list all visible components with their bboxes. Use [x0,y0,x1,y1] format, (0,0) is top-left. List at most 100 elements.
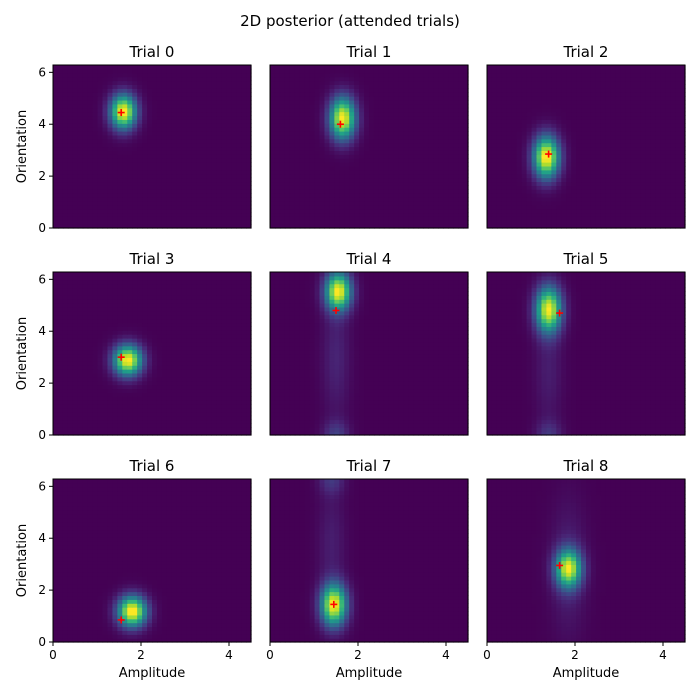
heatmap-cell [501,212,508,217]
heatmap-cell [147,111,153,117]
heatmap-cell [433,111,439,117]
heatmap-cell [373,150,380,155]
heatmap-cell [221,224,227,229]
heatmap-cell [443,220,449,225]
heatmap-cell [660,134,666,140]
heatmap-cell [413,208,420,214]
heatmap-cell [640,208,646,214]
heatmap-cell [536,154,543,159]
heatmap-cell [137,154,143,159]
heatmap-cell [388,208,395,214]
heatmap-cell [176,119,183,124]
heatmap-cell [448,158,454,163]
heatmap-cell [87,65,94,70]
heatmap-cell [521,72,528,78]
heatmap-cell [369,119,375,124]
heatmap-cell [487,204,493,210]
heatmap-cell [413,84,420,89]
heatmap-cell [284,185,291,190]
heatmap-cell [166,68,173,74]
heatmap-cell [274,173,281,179]
heatmap-cell [586,193,592,198]
heatmap-cell [211,103,217,109]
heatmap-cell [216,220,222,225]
heatmap-cell [329,224,335,229]
heatmap-cell [600,220,607,225]
heatmap-cell [369,150,375,155]
heatmap-cell [72,123,79,128]
heatmap-cell [221,134,227,140]
heatmap-cell [443,134,449,140]
heatmap-cell [309,99,316,105]
heatmap-cell [458,130,464,136]
heatmap-cell [561,119,567,124]
heatmap-cell [289,173,296,179]
heatmap-cell [541,96,547,101]
heatmap-cell [152,130,158,136]
heatmap-cell [521,185,528,190]
heatmap-cell [299,142,306,148]
heatmap-cell [72,189,79,194]
heatmap-cell [339,193,345,198]
heatmap-cell [600,150,607,155]
heatmap-cell [319,107,326,113]
heatmap-cell [161,65,168,70]
heatmap-cell [635,92,642,97]
heatmap-cell [571,138,577,144]
heatmap-cell [561,189,567,194]
heatmap-cell [142,216,148,221]
heatmap-cell [541,88,547,93]
heatmap-cell [211,127,217,132]
heatmap-cell [226,103,232,109]
heatmap-cell [176,138,183,144]
heatmap-cell [289,138,296,144]
heatmap-cell [418,193,425,198]
heatmap-cell [309,185,316,190]
heatmap-cell [625,196,632,202]
heatmap-cell [236,84,242,89]
heatmap-cell [314,181,321,186]
heatmap-cell [546,76,552,82]
heatmap-cell [364,169,370,175]
heatmap-cell [393,142,400,148]
heatmap-cell [586,88,592,93]
heatmap-cell [680,84,686,89]
heatmap-cell [319,68,326,74]
heatmap-cell [655,189,661,194]
heatmap-cell [403,99,410,105]
heatmap-cell [57,88,64,93]
heatmap-cell [586,162,592,167]
heatmap-cell [615,92,622,97]
heatmap-cell [571,181,577,186]
heatmap-cell [176,162,183,167]
heatmap-cell [496,146,503,151]
heatmap-cell [586,204,592,210]
heatmap-cell [137,208,143,214]
heatmap-cell [595,88,602,93]
heatmap-cell [398,150,405,155]
heatmap-cell [496,181,503,186]
heatmap-cell [53,169,59,175]
heatmap-cell [142,162,148,167]
heatmap-cell [67,173,74,179]
heatmap-cell [423,76,429,82]
heatmap-cell [620,111,627,117]
heatmap-cell [147,224,153,229]
heatmap-cell [122,107,128,113]
heatmap-cell [53,185,59,190]
heatmap-cell [127,216,133,221]
heatmap-cell [279,204,286,210]
heatmap-cell [142,138,148,144]
heatmap-cell [388,72,395,78]
heatmap-cell [289,150,296,155]
heatmap-cell [393,103,400,109]
heatmap-cell [314,134,321,140]
heatmap-cell [107,150,113,155]
heatmap-cell [546,224,552,229]
heatmap-cell [147,173,153,179]
heatmap-cell [428,200,434,206]
heatmap-cell [221,212,227,217]
heatmap-cell [511,119,518,124]
true-value-marker [336,120,344,128]
heatmap-cell [600,212,607,217]
